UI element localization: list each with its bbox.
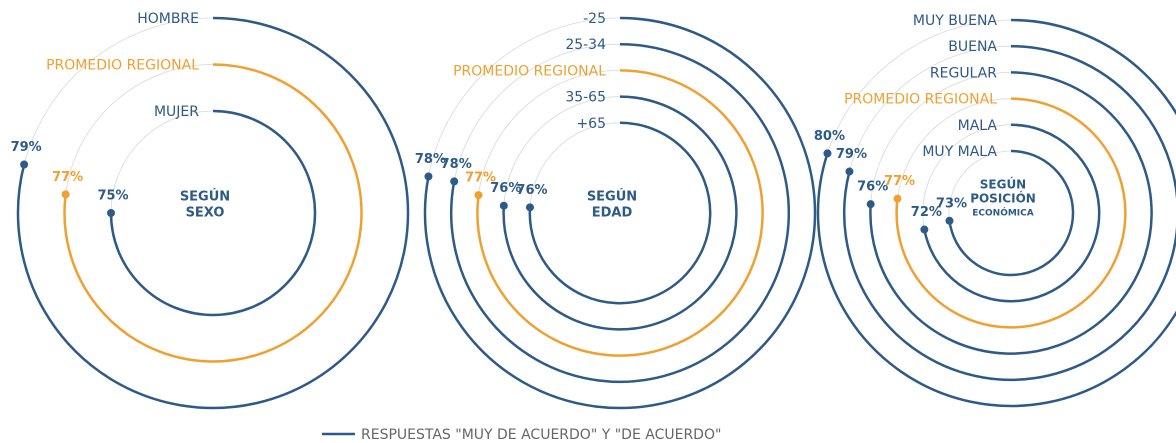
chart-title: POSICIÓN xyxy=(970,191,1036,206)
end-dot xyxy=(107,209,115,217)
end-dot xyxy=(823,149,832,158)
category-label: PROMEDIO REGIONAL xyxy=(453,63,606,79)
value-label: 77% xyxy=(52,170,83,185)
end-dot xyxy=(845,167,854,176)
end-dot xyxy=(945,216,954,225)
remainder-arc xyxy=(453,43,620,182)
value-label: 78% xyxy=(441,157,472,172)
remainder-arc xyxy=(110,110,213,214)
value-label: 79% xyxy=(11,140,42,155)
legend-label: RESPUESTAS "MUY DE ACUERDO" Y "DE ACUERD… xyxy=(361,427,721,443)
remainder-arc xyxy=(897,98,1011,199)
value-label: 76% xyxy=(490,181,521,196)
value-label: 76% xyxy=(857,180,888,195)
remainder-arc xyxy=(65,64,213,195)
ring-arc xyxy=(423,16,817,410)
end-dot xyxy=(525,203,534,212)
value-label: 73% xyxy=(936,196,967,211)
end-dot xyxy=(499,201,508,210)
remainder-arc xyxy=(870,72,1011,205)
chart-title: EDAD xyxy=(592,206,633,221)
value-label: 75% xyxy=(97,189,128,204)
category-label: MUY BUENA xyxy=(913,13,997,29)
chart-title: SEGÚN xyxy=(587,189,637,205)
remainder-arc xyxy=(948,150,1011,221)
category-label: HOMBRE xyxy=(137,11,199,27)
ring-arc xyxy=(528,121,712,305)
end-dot xyxy=(424,172,433,181)
category-label: -25 xyxy=(583,11,606,27)
end-dot xyxy=(20,160,29,169)
category-label: PROMEDIO REGIONAL xyxy=(844,92,997,108)
chart-title: SEXO xyxy=(186,206,225,221)
remainder-arc xyxy=(827,19,1011,154)
category-label: BUENA xyxy=(948,39,997,55)
remainder-arc xyxy=(922,124,1011,230)
value-label: 77% xyxy=(884,174,915,189)
category-label: PROMEDIO REGIONAL xyxy=(46,58,199,74)
ring-arc xyxy=(476,69,764,357)
remainder-arc xyxy=(428,17,620,177)
remainder-arc xyxy=(478,70,620,196)
ring-arc xyxy=(948,149,1075,277)
ring-arc xyxy=(16,16,410,410)
remainder-arc xyxy=(23,17,213,165)
value-label: 80% xyxy=(814,129,845,144)
ring-arc xyxy=(502,95,738,331)
category-label: MUY MALA xyxy=(922,144,997,160)
ring-arc xyxy=(895,97,1127,329)
end-dot xyxy=(920,225,929,234)
ring-arc xyxy=(449,42,791,384)
value-label: 72% xyxy=(911,205,942,220)
value-label: 78% xyxy=(415,152,446,167)
end-dot xyxy=(893,194,902,203)
ring-arc xyxy=(869,71,1153,355)
end-dot xyxy=(866,200,875,209)
chart-title: ECONÓMICA xyxy=(972,207,1033,219)
category-label: 25-34 xyxy=(565,37,606,53)
category-label: +65 xyxy=(576,116,606,132)
ring-arc xyxy=(842,44,1176,382)
remainder-arc xyxy=(849,45,1011,172)
end-dot xyxy=(450,177,459,186)
category-label: MALA xyxy=(958,118,998,134)
category-label: 35-65 xyxy=(565,90,606,106)
end-dot xyxy=(61,190,70,199)
chart-title: SEGÚN xyxy=(180,189,230,205)
ring-arc xyxy=(923,123,1101,303)
value-label: 77% xyxy=(465,171,496,186)
remainder-arc xyxy=(503,96,620,206)
chart-title: SEGÚN xyxy=(980,177,1026,192)
value-label: 79% xyxy=(836,147,867,162)
category-label: REGULAR xyxy=(930,65,997,81)
ring-arc xyxy=(816,18,1176,408)
remainder-arc xyxy=(529,122,620,208)
category-label: MUJER xyxy=(154,104,199,120)
value-label: 76% xyxy=(516,183,547,198)
end-dot xyxy=(474,191,483,200)
ring-arc xyxy=(63,63,363,363)
ring-arc xyxy=(109,109,317,317)
